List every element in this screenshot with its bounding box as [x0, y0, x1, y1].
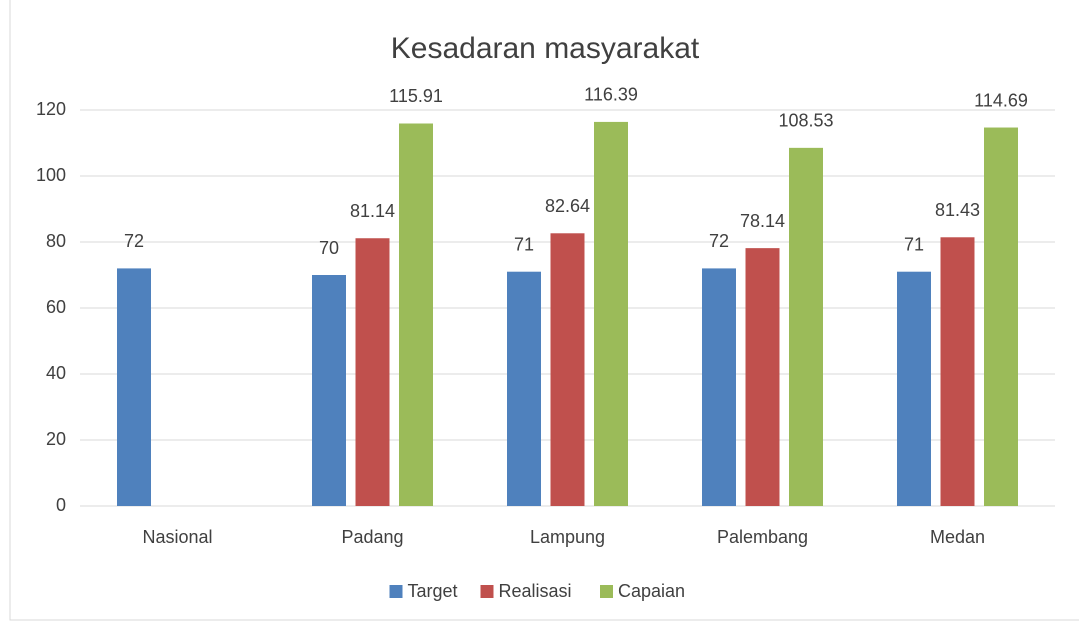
legend-label: Target — [408, 581, 458, 601]
y-tick-label: 120 — [36, 99, 66, 119]
data-label: 71 — [904, 234, 924, 254]
bar — [117, 268, 151, 506]
data-label: 108.53 — [778, 111, 833, 131]
legend-swatch — [389, 585, 403, 598]
data-label: 82.64 — [545, 196, 590, 216]
bar — [940, 237, 975, 506]
legend-label: Capaian — [618, 581, 685, 601]
x-tick-label: Lampung — [530, 527, 605, 547]
y-tick-label: 60 — [46, 297, 66, 317]
bar — [984, 127, 1018, 506]
data-label: 72 — [124, 231, 144, 251]
x-tick-label: Medan — [930, 527, 985, 547]
y-tick-label: 20 — [46, 429, 66, 449]
x-tick-label: Padang — [341, 527, 403, 547]
chart-title: Kesadaran masyarakat — [391, 32, 700, 65]
data-label: 72 — [709, 231, 729, 251]
legend-swatch — [480, 585, 494, 598]
bar — [897, 271, 931, 506]
data-label: 116.39 — [584, 85, 638, 105]
legend-swatch — [600, 585, 613, 598]
y-tick-label: 80 — [46, 231, 66, 251]
bar — [594, 121, 628, 507]
data-label: 115.91 — [389, 86, 443, 106]
bar — [399, 123, 433, 506]
legend-label: Realisasi — [499, 581, 572, 601]
y-tick-label: 0 — [56, 495, 66, 515]
bar — [507, 271, 541, 506]
data-label: 81.14 — [350, 201, 395, 221]
data-label: 81.43 — [935, 200, 980, 220]
x-tick-label: Palembang — [717, 527, 808, 547]
y-tick-label: 100 — [36, 165, 66, 185]
data-label: 114.69 — [974, 90, 1028, 110]
y-tick-label: 40 — [46, 363, 66, 383]
bar — [355, 238, 390, 506]
bar — [550, 233, 585, 506]
x-tick-label: Nasional — [142, 527, 212, 547]
bar — [702, 268, 736, 506]
bar — [789, 147, 823, 506]
bar — [312, 275, 346, 506]
data-label: 71 — [514, 234, 534, 254]
data-label: 78.14 — [740, 211, 785, 231]
data-label: 70 — [319, 238, 339, 258]
bar — [745, 248, 780, 506]
chart-border — [9, 0, 1079, 621]
